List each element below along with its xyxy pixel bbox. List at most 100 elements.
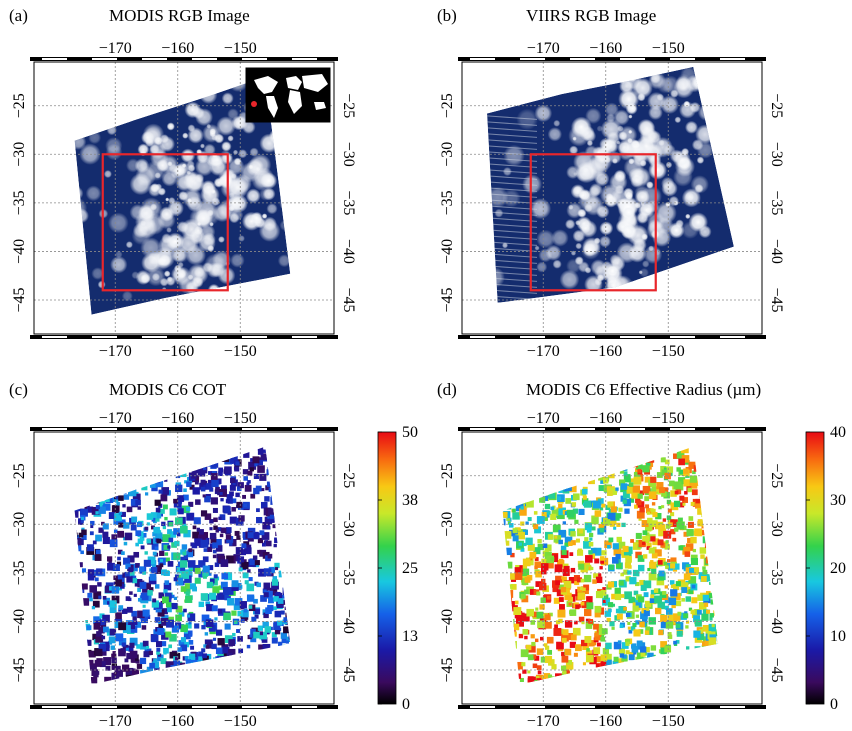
retrieval-cell — [154, 667, 160, 673]
retrieval-cell — [203, 548, 208, 552]
retrieval-cell — [85, 639, 92, 646]
retrieval-cell — [681, 455, 690, 463]
cloud-patch — [103, 170, 112, 179]
retrieval-cell — [546, 560, 554, 569]
y-tick-label-right: −30 — [768, 142, 785, 167]
retrieval-cell — [208, 471, 212, 475]
retrieval-cell — [544, 645, 550, 650]
x-tick-label-top: −170 — [99, 40, 132, 57]
retrieval-cell — [165, 602, 172, 608]
retrieval-cell — [242, 559, 247, 564]
retrieval-cell — [620, 572, 624, 577]
retrieval-cell — [593, 573, 599, 579]
map-border-tick — [720, 428, 745, 430]
retrieval-cell — [118, 622, 127, 631]
retrieval-cell — [98, 501, 105, 508]
retrieval-cell — [95, 511, 99, 515]
retrieval-cell — [697, 519, 705, 527]
retrieval-cell — [618, 580, 624, 586]
retrieval-cell — [695, 501, 703, 509]
retrieval-cell — [274, 628, 281, 635]
cloud-patch — [648, 105, 663, 120]
retrieval-cell — [531, 654, 537, 659]
retrieval-cell — [672, 537, 676, 542]
retrieval-cell — [233, 620, 238, 625]
retrieval-cell — [658, 629, 664, 636]
retrieval-cell — [223, 587, 231, 595]
retrieval-cell — [588, 541, 594, 547]
retrieval-cell — [695, 498, 700, 504]
retrieval-cell — [155, 532, 163, 540]
retrieval-cell — [520, 547, 525, 552]
retrieval-cell — [135, 621, 142, 628]
retrieval-cell — [252, 456, 260, 464]
retrieval-cell — [96, 568, 103, 575]
retrieval-cell — [642, 554, 648, 559]
retrieval-cell — [250, 458, 254, 462]
retrieval-cell — [211, 460, 219, 468]
retrieval-cell — [567, 659, 573, 665]
cloud-patch — [178, 190, 189, 201]
retrieval-cell — [652, 512, 658, 518]
cloud-patch — [187, 198, 192, 203]
retrieval-cell — [234, 598, 243, 606]
retrieval-cell — [135, 659, 140, 664]
cloud-patch — [652, 136, 673, 158]
retrieval-cell — [595, 656, 602, 663]
retrieval-cell — [564, 536, 573, 545]
retrieval-cell — [636, 510, 645, 519]
cloud-patch — [618, 131, 628, 141]
retrieval-cell — [590, 547, 597, 554]
retrieval-cell — [163, 647, 169, 654]
retrieval-cell — [107, 562, 115, 571]
retrieval-cell — [709, 581, 713, 585]
scan-line — [487, 162, 538, 168]
retrieval-cell — [194, 480, 199, 485]
retrieval-cell — [193, 517, 201, 525]
retrieval-cell — [635, 551, 642, 559]
retrieval-cell — [173, 498, 178, 504]
retrieval-cell — [515, 661, 523, 670]
map-border-tick — [192, 58, 217, 60]
retrieval-cell — [650, 508, 654, 512]
retrieval-cell — [209, 487, 214, 492]
retrieval-cell — [604, 540, 612, 549]
retrieval-cell — [667, 614, 674, 621]
retrieval-cell — [156, 654, 164, 662]
retrieval-cell — [684, 551, 691, 557]
cloud-patch — [689, 101, 701, 113]
panel-a-plot: −170−170−160−160−150−150−25 −25−30 −30−35−… — [11, 40, 357, 360]
cloud-patch — [547, 127, 563, 142]
retrieval-cell — [249, 558, 257, 566]
retrieval-cell — [200, 510, 208, 517]
retrieval-cell — [616, 536, 622, 543]
retrieval-cell — [224, 635, 233, 643]
retrieval-cell — [692, 548, 697, 553]
retrieval-cell — [161, 487, 170, 495]
retrieval-cell — [266, 587, 271, 591]
retrieval-cell — [527, 517, 532, 522]
retrieval-cell — [572, 627, 581, 636]
cloud-patch — [634, 189, 650, 205]
retrieval-cell — [512, 535, 519, 542]
retrieval-cell — [525, 537, 533, 545]
retrieval-cell — [585, 622, 593, 629]
y-tick-label-right: −35 — [768, 560, 785, 585]
x-tick-label-bottom: −170 — [527, 343, 560, 360]
retrieval-cell — [663, 530, 672, 539]
retrieval-cell — [609, 521, 616, 527]
retrieval-cell — [622, 545, 629, 553]
retrieval-cell — [666, 608, 673, 615]
retrieval-cell — [167, 561, 174, 567]
retrieval-cell — [586, 602, 594, 610]
retrieval-cell — [614, 587, 621, 595]
cloud-patch — [277, 254, 291, 268]
retrieval-cell — [250, 636, 257, 643]
retrieval-cell — [690, 501, 695, 506]
retrieval-cell — [638, 596, 645, 603]
retrieval-cell — [582, 495, 587, 500]
cloud-patch — [163, 270, 171, 278]
retrieval-cell — [227, 598, 235, 606]
retrieval-cell — [638, 629, 644, 634]
retrieval-cell — [569, 609, 577, 616]
